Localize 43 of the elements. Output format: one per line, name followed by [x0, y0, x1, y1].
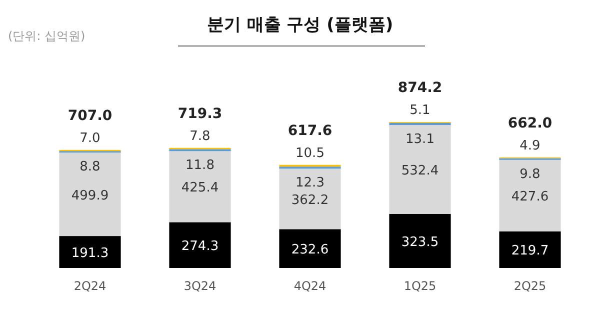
data-label: 8.8	[80, 160, 100, 175]
total-label: 874.2	[398, 80, 442, 96]
data-label: 7.8	[190, 128, 210, 144]
data-label: 274.3	[181, 239, 219, 254]
data-label: 427.6	[511, 190, 549, 205]
data-label: 191.3	[71, 246, 109, 262]
data-label: 10.5	[296, 146, 324, 161]
bar	[279, 168, 341, 230]
bar	[389, 125, 451, 214]
data-label: 12.3	[296, 176, 324, 191]
data-label: 219.7	[511, 244, 549, 259]
data-label: 323.5	[401, 234, 439, 250]
chart-title: 분기 매출 구성 (플랫폼)	[206, 15, 394, 35]
bar	[389, 122, 451, 126]
data-label: 4.9	[520, 138, 540, 154]
bar	[59, 236, 121, 268]
total-label: 617.6	[288, 122, 332, 139]
data-label: 499.9	[71, 188, 109, 204]
bar	[169, 222, 231, 268]
bar	[499, 231, 561, 268]
x-tick-label: 2Q24	[74, 279, 106, 293]
bar	[389, 214, 451, 268]
data-label: 5.1	[410, 103, 430, 118]
data-label: 7.0	[80, 130, 100, 146]
bar	[499, 160, 561, 232]
x-tick-label: 4Q24	[294, 279, 326, 293]
total-label: 662.0	[508, 115, 552, 132]
text: (단위: 십억원)	[8, 29, 86, 43]
data-label: 9.8	[520, 166, 540, 182]
x-tick-label: 2Q25	[514, 279, 546, 293]
data-label: 532.4	[401, 164, 439, 179]
bar	[59, 152, 121, 236]
bar	[169, 151, 231, 222]
data-label: 13.1	[406, 132, 434, 148]
bar	[279, 229, 341, 268]
data-label: 232.6	[291, 242, 329, 258]
total-label: 719.3	[178, 106, 222, 122]
data-label: 362.2	[291, 192, 329, 208]
x-tick-label: 3Q24	[184, 279, 216, 293]
data-label: 11.8	[186, 158, 214, 174]
total-label: 707.0	[68, 108, 112, 124]
data-label: 425.4	[181, 180, 219, 196]
x-tick-label: 1Q25	[404, 279, 436, 293]
